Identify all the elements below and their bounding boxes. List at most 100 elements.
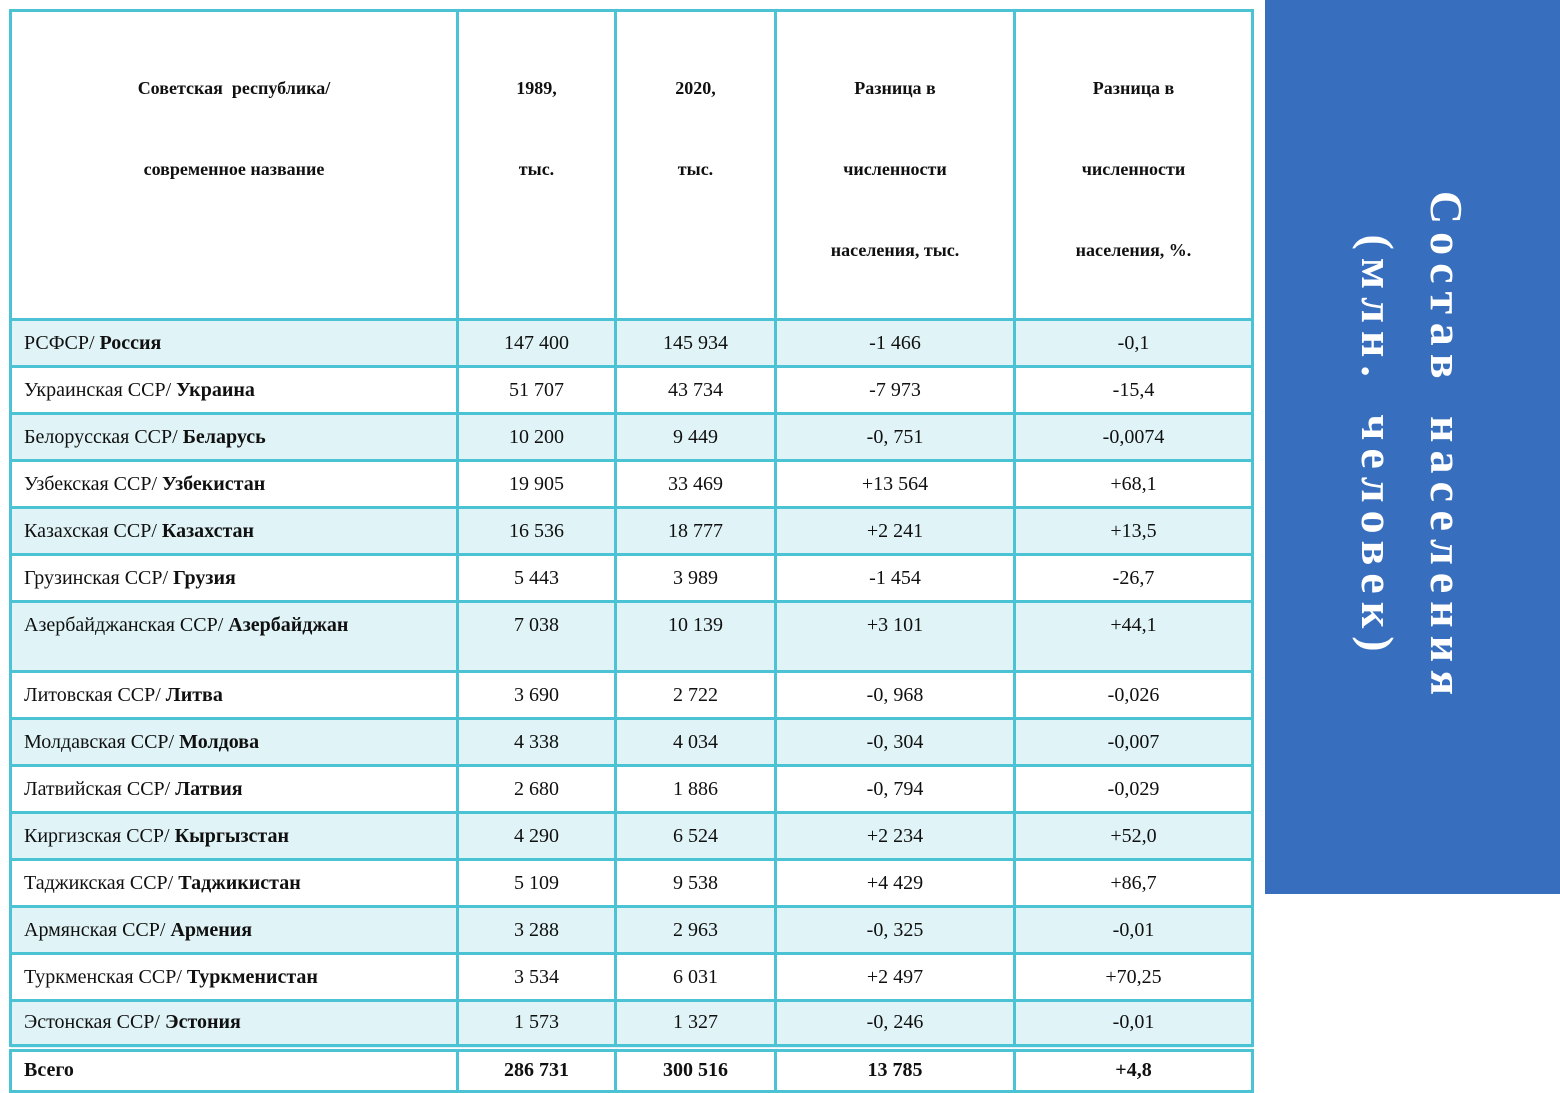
table-row: Азербайджанская ССР/ Азербайджан 7 038 1… [9, 600, 1254, 673]
republic-modern-name: Эстония [165, 1011, 241, 1034]
cell-republic: Латвийская ССР/ Латвия [9, 764, 459, 814]
cell-pct: -0,026 [1013, 670, 1254, 720]
republic-modern-name: Кыргызстан [174, 824, 290, 847]
cell-2020: 9 449 [614, 412, 777, 462]
republic-modern-name: Россия [99, 331, 162, 354]
cell-pct: -0,0074 [1013, 412, 1254, 462]
cell-diff: -0, 304 [774, 717, 1016, 767]
cell-pct: -15,4 [1013, 365, 1254, 415]
header-row: Советская республика/ современное назван… [9, 9, 1254, 321]
table-row: РСФСР/ Россия 147 400 145 934 -1 466 -0,… [9, 318, 1254, 368]
vertical-title-line2: (млн. человек) [1352, 234, 1404, 660]
cell-1989: 3 690 [456, 670, 617, 720]
header-2020: 2020, тыс. [614, 9, 777, 321]
header-pct-line3: населения, %. [1075, 240, 1192, 260]
cell-republic: Эстонская ССР/ Эстония [9, 999, 459, 1049]
total-1989: 286 731 [456, 1043, 617, 1093]
header-1989: 1989, тыс. [456, 9, 617, 321]
republic-soviet-name: РСФСР/ [24, 331, 95, 354]
republic-soviet-name: Таджикская ССР/ [24, 871, 174, 894]
republic-soviet-name: Белорусская ССР/ [24, 425, 178, 448]
republic-soviet-name: Армянская ССР/ [24, 918, 166, 941]
republic-modern-name: Латвия [175, 777, 243, 800]
table-row: Латвийская ССР/ Латвия 2 680 1 886 -0, 7… [9, 764, 1254, 814]
cell-diff: -0, 751 [774, 412, 1016, 462]
cell-diff: +2 234 [774, 811, 1016, 861]
cell-pct: +86,7 [1013, 858, 1254, 908]
header-diff-percent: Разница в численности населения, %. [1013, 9, 1254, 321]
republic-soviet-name: Узбекская ССР/ [24, 472, 158, 495]
cell-2020: 1 886 [614, 764, 777, 814]
republic-soviet-name: Литовская ССР/ [24, 683, 161, 706]
cell-1989: 19 905 [456, 459, 617, 509]
vertical-title: Состав населения (млн. человек) [1344, 191, 1482, 703]
cell-2020: 1 327 [614, 999, 777, 1049]
cell-1989: 5 109 [456, 858, 617, 908]
table-body: РСФСР/ Россия 147 400 145 934 -1 466 -0,… [9, 318, 1254, 1049]
cell-1989: 4 338 [456, 717, 617, 767]
republic-soviet-name: Эстонская ССР/ [24, 1011, 160, 1034]
cell-2020: 3 989 [614, 553, 777, 603]
cell-diff: +2 497 [774, 952, 1016, 1002]
total-pct: +4,8 [1013, 1043, 1254, 1093]
total-label: Всего [9, 1043, 459, 1093]
cell-diff: +13 564 [774, 459, 1016, 509]
cell-pct: -0,01 [1013, 999, 1254, 1049]
total-row: Всего 286 731 300 516 13 785 +4,8 [9, 1043, 1254, 1093]
header-diff-thousands: Разница в численности населения, тыс. [774, 9, 1016, 321]
cell-diff: -1 454 [774, 553, 1016, 603]
cell-1989: 1 573 [456, 999, 617, 1049]
cell-2020: 33 469 [614, 459, 777, 509]
table-row: Эстонская ССР/ Эстония 1 573 1 327 -0, 2… [9, 999, 1254, 1049]
header-diff-line2: численности [843, 159, 947, 179]
cell-diff: -1 466 [774, 318, 1016, 368]
cell-pct: +68,1 [1013, 459, 1254, 509]
cell-diff: -0, 794 [774, 764, 1016, 814]
vertical-title-line1: Состав населения [1421, 190, 1473, 704]
header-republic-line2: современное название [143, 159, 325, 179]
cell-1989: 16 536 [456, 506, 617, 556]
republic-modern-name: Молдова [179, 730, 260, 753]
header-pct-line2: численности [1081, 159, 1186, 179]
table-row: Узбекская ССР/ Узбекистан 19 905 33 469 … [9, 459, 1254, 509]
republic-soviet-name: Латвийская ССР/ [24, 777, 171, 800]
header-diff-line3: населения, тыс. [830, 240, 960, 260]
table-total: Всего 286 731 300 516 13 785 +4,8 [9, 1043, 1254, 1093]
header-1989-line2: тыс. [518, 159, 555, 179]
republic-modern-name: Туркменистан [186, 965, 318, 988]
table-row: Армянская ССР/ Армения 3 288 2 963 -0, 3… [9, 905, 1254, 955]
cell-2020: 6 524 [614, 811, 777, 861]
cell-1989: 3 534 [456, 952, 617, 1002]
cell-2020: 2 722 [614, 670, 777, 720]
cell-1989: 3 288 [456, 905, 617, 955]
cell-pct: +52,0 [1013, 811, 1254, 861]
republic-modern-name: Беларусь [182, 425, 266, 448]
cell-republic: Туркменская ССР/ Туркменистан [9, 952, 459, 1002]
cell-2020: 10 139 [614, 600, 777, 673]
header-diff-line1: Разница в [854, 78, 936, 98]
cell-republic: Грузинская ССР/ Грузия [9, 553, 459, 603]
table-row: Молдавская ССР/ Молдова 4 338 4 034 -0, … [9, 717, 1254, 767]
republic-modern-name: Таджикистан [178, 871, 301, 894]
cell-pct: -0,007 [1013, 717, 1254, 767]
republic-modern-name: Узбекистан [162, 472, 266, 495]
cell-pct: +70,25 [1013, 952, 1254, 1002]
cell-2020: 6 031 [614, 952, 777, 1002]
table-row: Белорусская ССР/ Беларусь 10 200 9 449 -… [9, 412, 1254, 462]
cell-republic: Молдавская ССР/ Молдова [9, 717, 459, 767]
header-republic-line1: Советская республика/ [137, 78, 331, 98]
cell-republic: Узбекская ССР/ Узбекистан [9, 459, 459, 509]
cell-republic: Украинская ССР/ Украина [9, 365, 459, 415]
header-2020-line1: 2020, [675, 78, 716, 98]
slide: Советская республика/ современное назван… [9, 0, 1560, 1093]
republic-modern-name: Казахстан [161, 519, 255, 542]
cell-1989: 7 038 [456, 600, 617, 673]
republic-soviet-name: Азербайджанская ССР/ [24, 614, 224, 636]
republic-modern-name: Литва [165, 683, 223, 706]
republic-soviet-name: Украинская ССР/ [24, 378, 172, 401]
cell-1989: 5 443 [456, 553, 617, 603]
cell-republic: Таджикская ССР/ Таджикистан [9, 858, 459, 908]
cell-republic: Казахская ССР/ Казахстан [9, 506, 459, 556]
cell-1989: 4 290 [456, 811, 617, 861]
cell-diff: -0, 246 [774, 999, 1016, 1049]
